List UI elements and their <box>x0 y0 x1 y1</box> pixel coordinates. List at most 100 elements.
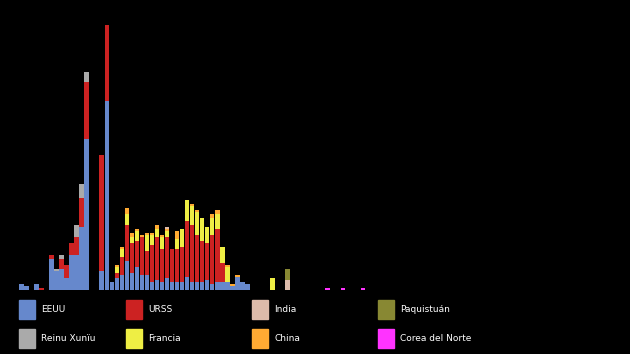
Bar <box>210 235 214 284</box>
Bar <box>115 273 119 279</box>
Bar <box>64 265 69 279</box>
Bar <box>125 213 129 225</box>
Bar <box>160 235 164 237</box>
Bar <box>185 200 190 222</box>
Bar <box>180 282 185 290</box>
Bar <box>125 261 129 290</box>
Bar <box>140 235 144 237</box>
Bar <box>180 229 185 247</box>
Bar <box>115 267 119 273</box>
Bar <box>125 208 129 213</box>
Bar <box>120 249 124 257</box>
Bar <box>34 284 38 290</box>
Bar <box>378 329 394 348</box>
Bar <box>64 279 69 290</box>
Bar <box>54 269 59 270</box>
Bar <box>285 269 290 280</box>
Bar <box>79 198 84 227</box>
Bar <box>170 282 175 290</box>
Bar <box>165 229 169 231</box>
Bar <box>155 280 159 290</box>
Bar <box>245 284 249 290</box>
Bar <box>79 227 84 290</box>
Bar <box>150 245 154 282</box>
Bar <box>210 217 214 235</box>
Bar <box>200 217 205 241</box>
Bar <box>115 279 119 290</box>
Bar <box>19 300 35 319</box>
Bar <box>130 233 134 237</box>
Bar <box>180 247 185 282</box>
Bar <box>126 300 142 319</box>
Bar <box>54 270 59 290</box>
Bar <box>185 276 190 290</box>
Bar <box>235 276 239 290</box>
Bar <box>145 235 149 251</box>
Bar <box>215 229 219 282</box>
Text: URSS: URSS <box>148 305 172 314</box>
Bar <box>84 72 89 82</box>
Bar <box>220 263 224 282</box>
Bar <box>215 210 219 213</box>
Bar <box>115 265 119 267</box>
Bar <box>165 279 169 290</box>
Bar <box>165 237 169 279</box>
Text: China: China <box>274 333 300 343</box>
Bar <box>19 329 35 348</box>
Bar <box>225 282 229 290</box>
Bar <box>69 255 74 290</box>
Text: Reinu Xunïu: Reinu Xunïu <box>41 333 96 343</box>
Bar <box>195 210 200 212</box>
Bar <box>39 288 43 290</box>
Bar <box>215 282 219 290</box>
Bar <box>110 282 114 290</box>
Bar <box>195 212 200 235</box>
Bar <box>190 282 195 290</box>
Bar <box>210 213 214 217</box>
Bar <box>135 229 139 231</box>
Bar <box>220 282 224 290</box>
Bar <box>24 286 29 290</box>
Bar <box>100 270 104 290</box>
Bar <box>19 284 24 290</box>
Bar <box>200 282 205 290</box>
Bar <box>125 225 129 261</box>
Bar <box>270 279 275 290</box>
Bar <box>49 255 54 259</box>
Text: Francia: Francia <box>148 333 181 343</box>
Bar <box>225 265 229 267</box>
Bar <box>130 237 134 243</box>
Bar <box>175 282 180 290</box>
Bar <box>84 139 89 290</box>
Bar <box>155 225 159 229</box>
Bar <box>120 247 124 249</box>
Bar <box>69 243 74 255</box>
Bar <box>150 282 154 290</box>
Bar <box>230 286 234 290</box>
Bar <box>205 227 209 243</box>
Bar <box>150 235 154 245</box>
Bar <box>235 275 239 276</box>
Bar <box>59 269 64 290</box>
Bar <box>74 225 79 237</box>
Bar <box>225 267 229 282</box>
Bar <box>49 259 54 290</box>
Bar <box>205 243 209 280</box>
Bar <box>140 275 144 290</box>
Bar <box>59 255 64 259</box>
Bar <box>160 249 164 282</box>
Bar <box>175 231 180 239</box>
Bar <box>285 280 290 290</box>
Bar <box>165 231 169 237</box>
Bar <box>230 284 234 286</box>
Bar <box>145 233 149 235</box>
Bar <box>140 237 144 275</box>
Bar <box>74 255 79 290</box>
Bar <box>252 329 268 348</box>
Bar <box>84 82 89 139</box>
Bar <box>130 243 134 273</box>
Text: India: India <box>274 305 296 314</box>
Bar <box>175 249 180 282</box>
Bar <box>341 288 345 290</box>
Bar <box>120 275 124 290</box>
